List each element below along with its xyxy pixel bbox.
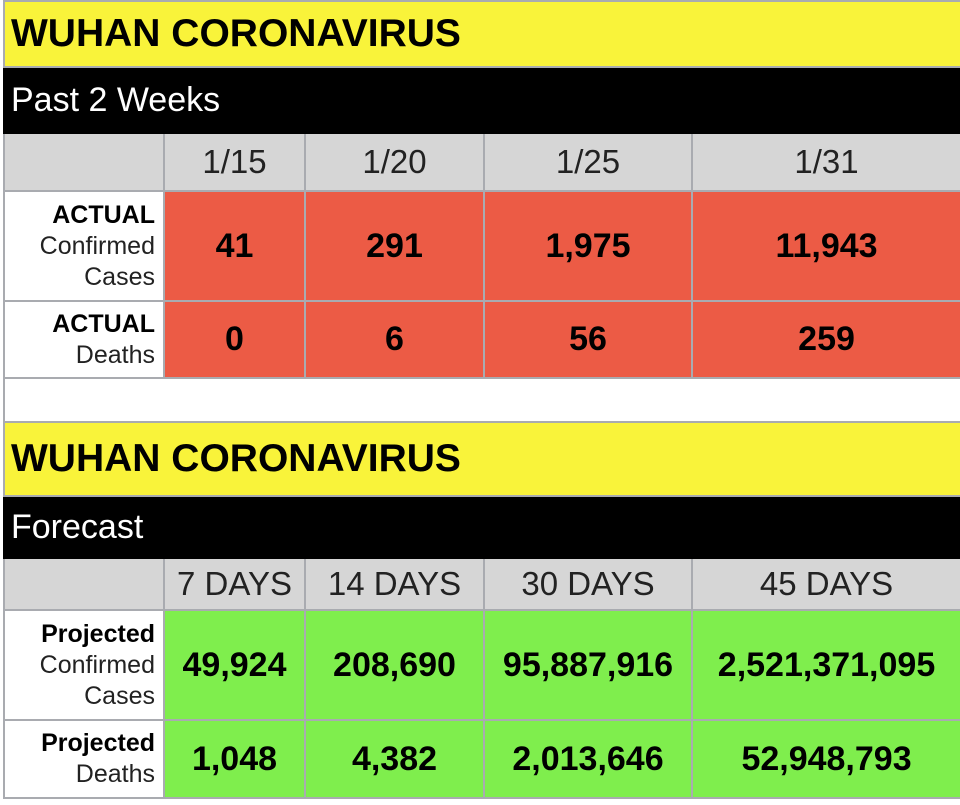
top-corner-cell — [3, 132, 165, 192]
bottom-title-banner: WUHAN CORONAVIRUS — [2, 421, 960, 497]
projected-cases-cell: 2,521,371,095 — [690, 609, 960, 721]
projected-cases-cell: 208,690 — [304, 609, 485, 721]
actual-cases-cell: 1,975 — [483, 190, 693, 302]
top-title-banner: WUHAN CORONAVIRUS — [2, 0, 960, 68]
top-col-header: 1/15 — [163, 132, 306, 192]
row-label-line: Cases — [84, 262, 155, 291]
top-col-header: 1/20 — [304, 132, 485, 192]
projected-deaths-cell: 1,048 — [163, 719, 306, 799]
actual-cases-cell: 41 — [163, 190, 306, 302]
row-label-line: Deaths — [75, 760, 155, 788]
projected-cases-cell: 95,887,916 — [483, 609, 693, 721]
actual-deaths-cell: 6 — [304, 300, 485, 379]
top-subtitle-bar: Past 2 Weeks — [2, 66, 960, 134]
row-label-line: Confirmed — [39, 231, 155, 260]
row-label-bold: Projected — [41, 619, 155, 648]
top-col-header: 1/31 — [690, 132, 960, 192]
projected-deaths-cell: 4,382 — [304, 719, 485, 799]
bottom-col-header: 30 DAYS — [483, 557, 693, 611]
projected-deaths-cell: 2,013,646 — [483, 719, 693, 799]
row-label-line: Deaths — [75, 340, 155, 369]
row-label-line: Confirmed — [39, 650, 155, 679]
row-label-projected-cases: Projected Confirmed Cases — [3, 609, 165, 721]
bottom-col-header: 7 DAYS — [163, 557, 306, 611]
row-label-bold: Projected — [41, 729, 155, 757]
row-label-actual-cases: ACTUAL Confirmed Cases — [3, 190, 165, 302]
bottom-subtitle-bar: Forecast — [2, 495, 960, 559]
row-label-bold: ACTUAL — [52, 309, 155, 338]
bottom-corner-cell — [3, 557, 165, 611]
actual-cases-cell: 291 — [304, 190, 485, 302]
actual-deaths-cell: 259 — [690, 300, 960, 379]
actual-deaths-cell: 56 — [483, 300, 693, 379]
row-label-line: Cases — [84, 681, 155, 710]
bottom-col-header: 45 DAYS — [690, 557, 960, 611]
projected-cases-cell: 49,924 — [163, 609, 306, 721]
actual-deaths-cell: 0 — [163, 300, 306, 379]
row-label-bold: ACTUAL — [52, 200, 155, 229]
row-label-projected-deaths: Projected Deaths — [3, 719, 165, 799]
actual-cases-cell: 11,943 — [690, 190, 960, 302]
row-label-actual-deaths: ACTUAL Deaths — [3, 300, 165, 379]
spacer-row — [2, 377, 960, 423]
projected-deaths-cell: 52,948,793 — [690, 719, 960, 799]
bottom-col-header: 14 DAYS — [304, 557, 485, 611]
top-col-header: 1/25 — [483, 132, 693, 192]
